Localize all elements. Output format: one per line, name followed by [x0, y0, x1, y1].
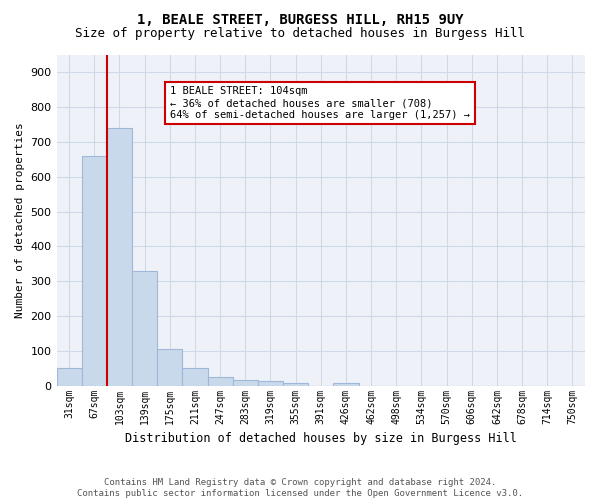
Y-axis label: Number of detached properties: Number of detached properties — [15, 122, 25, 318]
Bar — [157, 349, 182, 386]
Bar — [334, 383, 359, 386]
Bar — [283, 383, 308, 386]
Bar — [56, 368, 82, 386]
Bar — [233, 380, 258, 386]
Bar — [182, 368, 208, 386]
X-axis label: Distribution of detached houses by size in Burgess Hill: Distribution of detached houses by size … — [125, 432, 517, 445]
Bar — [208, 377, 233, 386]
Bar — [132, 271, 157, 386]
Text: Size of property relative to detached houses in Burgess Hill: Size of property relative to detached ho… — [75, 28, 525, 40]
Bar — [107, 128, 132, 386]
Text: 1 BEALE STREET: 104sqm
← 36% of detached houses are smaller (708)
64% of semi-de: 1 BEALE STREET: 104sqm ← 36% of detached… — [170, 86, 470, 120]
Text: Contains HM Land Registry data © Crown copyright and database right 2024.
Contai: Contains HM Land Registry data © Crown c… — [77, 478, 523, 498]
Bar — [82, 156, 107, 386]
Text: 1, BEALE STREET, BURGESS HILL, RH15 9UY: 1, BEALE STREET, BURGESS HILL, RH15 9UY — [137, 12, 463, 26]
Bar — [258, 382, 283, 386]
